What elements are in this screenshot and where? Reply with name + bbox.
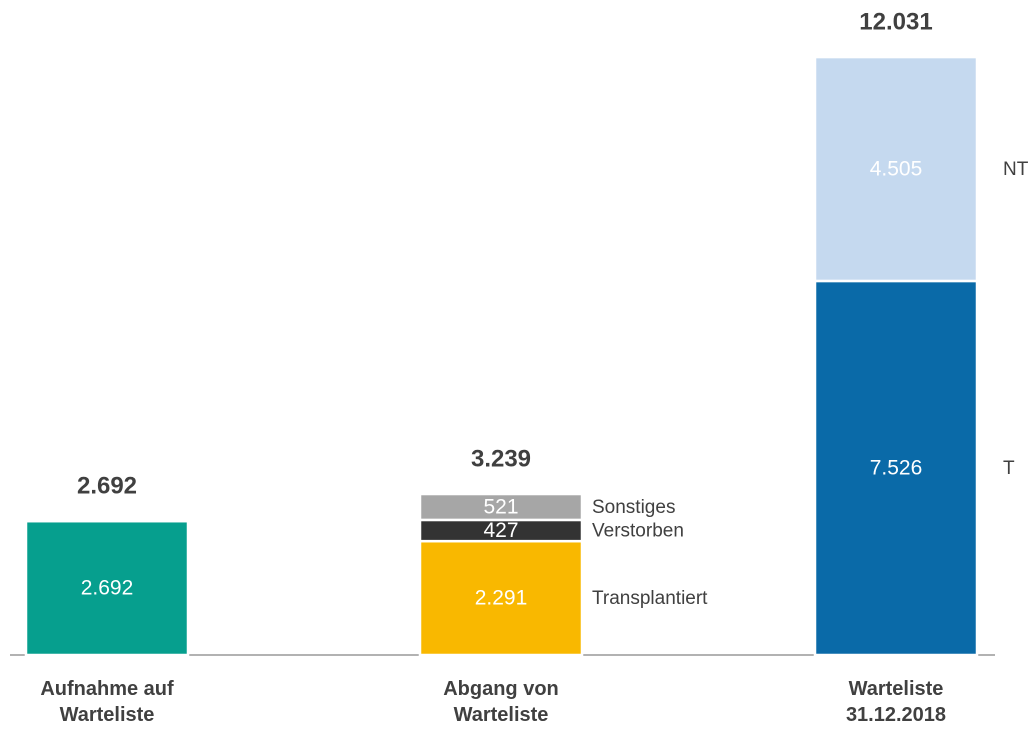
total-label: 2.692 <box>77 473 137 500</box>
category-label: Aufnahme auf Warteliste <box>40 678 174 726</box>
value-label: 2.291 <box>475 587 528 610</box>
bar-segment <box>418 539 584 657</box>
value-label: 2.692 <box>81 577 134 600</box>
bar-segment <box>24 519 190 657</box>
total-label: 12.031 <box>859 8 932 35</box>
category-label: Abgang von Warteliste <box>443 678 559 726</box>
category-label: Warteliste 31.12.2018 <box>846 678 946 726</box>
legend-label: T <box>1003 458 1015 479</box>
total-label: 3.239 <box>471 445 531 472</box>
legend-label: Sonstiges <box>592 497 675 518</box>
category-line: Warteliste <box>454 704 549 726</box>
value-label: 427 <box>483 519 518 542</box>
bar-segment <box>813 279 979 657</box>
value-label: 7.526 <box>870 457 923 480</box>
category-line: 31.12.2018 <box>846 704 946 726</box>
legend-label: NT <box>1003 159 1029 180</box>
value-label: 4.505 <box>870 158 923 181</box>
legend-label: Transplantiert <box>592 588 708 609</box>
value-label: 521 <box>483 496 518 519</box>
category-line: Aufnahme auf <box>40 678 174 700</box>
category-line: Warteliste <box>849 678 944 700</box>
bar-segment <box>418 492 584 522</box>
bar-segment <box>813 55 979 283</box>
category-line: Abgang von <box>443 678 559 700</box>
category-line: Warteliste <box>60 704 155 726</box>
legend-label: Verstorben <box>592 521 684 542</box>
